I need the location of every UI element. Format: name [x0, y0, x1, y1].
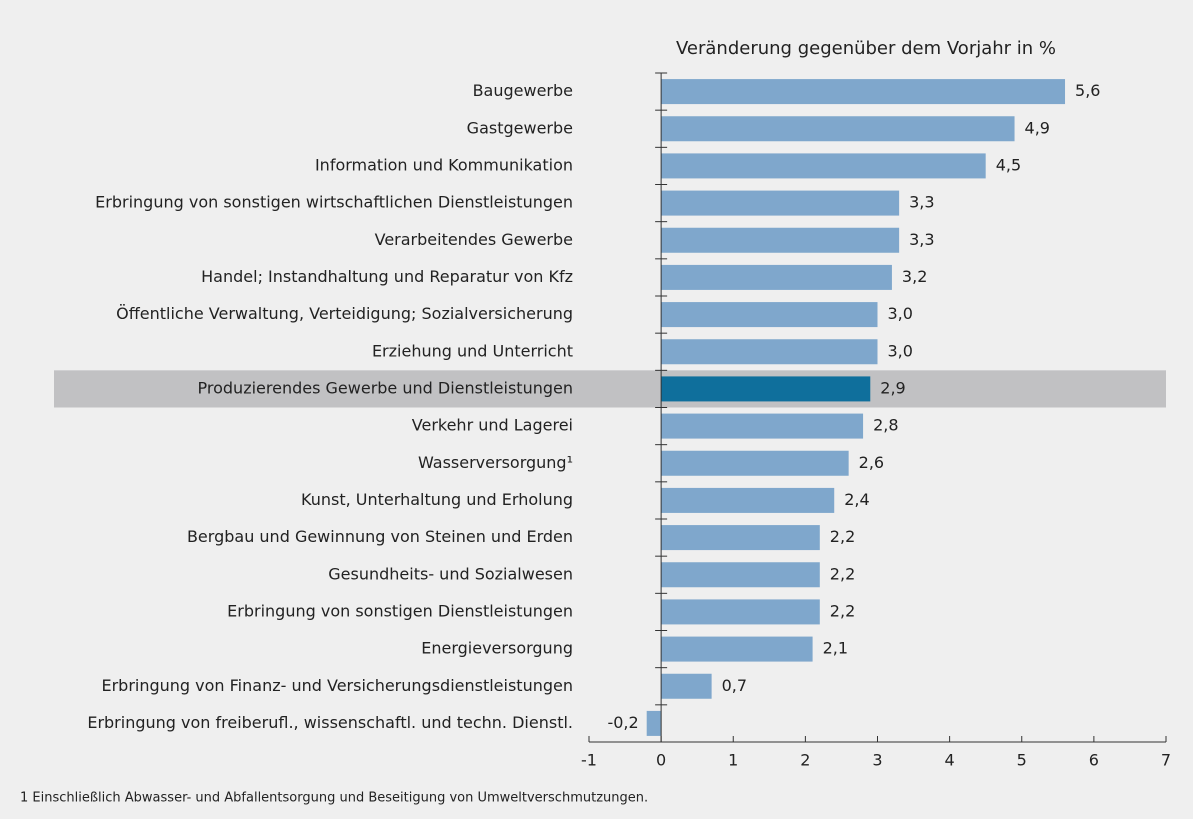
value-label: 2,1 — [823, 639, 848, 658]
bar — [646, 710, 662, 736]
category-label: Gastgewerbe — [467, 118, 573, 137]
category-label: Erbringung von sonstigen wirtschaftliche… — [95, 193, 573, 212]
chart-title: Veränderung gegenüber dem Vorjahr in % — [676, 38, 1056, 59]
category-label: Gesundheits- und Sozialwesen — [328, 564, 573, 583]
category-label: Kunst, Unterhaltung und Erholung — [301, 490, 573, 509]
bar — [661, 487, 835, 513]
x-tick-label: 1 — [728, 751, 738, 770]
category-label: Öffentliche Verwaltung, Verteidigung; So… — [116, 304, 573, 323]
bar — [661, 264, 892, 290]
category-label: Erbringung von Finanz- und Versicherungs… — [101, 676, 573, 695]
bar — [661, 525, 820, 551]
value-label: -0,2 — [607, 713, 638, 732]
category-label: Verkehr und Lagerei — [412, 416, 573, 435]
x-tick-label: 3 — [872, 751, 882, 770]
x-tick-label: 6 — [1089, 751, 1099, 770]
bar — [661, 673, 712, 699]
value-label: 2,2 — [830, 601, 855, 620]
value-label: 3,3 — [909, 230, 934, 249]
value-label: 3,3 — [909, 193, 934, 212]
value-label: 2,9 — [880, 378, 905, 397]
category-label: Produzierendes Gewerbe und Dienstleistun… — [198, 378, 573, 397]
value-label: 3,0 — [888, 341, 913, 360]
bar — [661, 302, 878, 328]
value-label: 4,5 — [996, 155, 1021, 174]
x-tick-label: 5 — [1017, 751, 1027, 770]
category-label: Erbringung von sonstigen Dienstleistunge… — [227, 601, 573, 620]
bar — [661, 116, 1015, 142]
x-tick-label: 4 — [945, 751, 955, 770]
value-label: 4,9 — [1025, 118, 1050, 137]
value-label: 2,4 — [844, 490, 869, 509]
x-tick-label: -1 — [581, 751, 597, 770]
bar — [661, 376, 871, 402]
bar — [661, 599, 820, 625]
footnote: 1 Einschließlich Abwasser- und Abfallent… — [20, 791, 648, 806]
category-label: Erziehung und Unterricht — [372, 341, 573, 360]
value-label: 2,8 — [873, 416, 898, 435]
x-tick-label: 7 — [1161, 751, 1171, 770]
category-label: Information und Kommunikation — [315, 155, 573, 174]
bar — [661, 153, 986, 179]
category-label: Energieversorgung — [421, 639, 573, 658]
value-label: 3,0 — [888, 304, 913, 323]
category-label: Handel; Instandhaltung und Reparatur von… — [201, 267, 573, 286]
x-tick-label: 0 — [656, 751, 666, 770]
bar — [661, 636, 813, 662]
category-label: Baugewerbe — [473, 81, 573, 100]
value-label: 2,6 — [859, 453, 884, 472]
bar — [661, 413, 864, 439]
category-label: Verarbeitendes Gewerbe — [375, 230, 573, 249]
value-label: 0,7 — [722, 676, 747, 695]
category-label: Erbringung von freiberufl., wissenschaft… — [87, 713, 573, 732]
x-tick-label: 2 — [800, 751, 810, 770]
bar — [661, 562, 820, 588]
bar — [661, 339, 878, 365]
category-label: Bergbau und Gewinnung von Steinen und Er… — [187, 527, 573, 546]
bar — [661, 450, 849, 476]
value-label: 5,6 — [1075, 81, 1100, 100]
category-label: Wasserversorgung¹ — [418, 453, 573, 472]
value-label: 2,2 — [830, 527, 855, 546]
value-label: 3,2 — [902, 267, 927, 286]
bar — [661, 79, 1066, 105]
value-label: 2,2 — [830, 564, 855, 583]
highlight-band — [54, 370, 1166, 408]
bar — [661, 190, 900, 216]
bar — [661, 227, 900, 253]
